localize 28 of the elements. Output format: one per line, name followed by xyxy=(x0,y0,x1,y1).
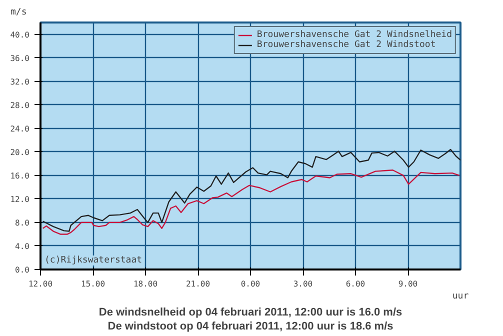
legend-label: Brouwershavensche Gat 2 Windsnelheid xyxy=(256,30,452,40)
y-axis-title: m/s xyxy=(10,8,27,18)
x-tick-label: 15.00 xyxy=(80,280,106,288)
y-tick-label: 28.0 xyxy=(10,100,30,110)
y-tick-label: 8.0 xyxy=(15,218,30,228)
x-tick-label: 12.00 xyxy=(28,280,53,288)
x-tick-label: 3.00 xyxy=(293,280,313,288)
y-tick-label: 36.0 xyxy=(10,54,30,63)
text: De windstoot op 04 februari 2011, 12:00 uur is 18.6 m/s xyxy=(108,320,394,332)
x-tick-label: 21.00 xyxy=(186,280,210,288)
x-axis-title: uur xyxy=(452,292,470,302)
x-tick-label: 9.00 xyxy=(398,280,418,288)
line-series xyxy=(42,148,460,232)
y-tick-label: 4.0 xyxy=(15,242,30,251)
x-tick-label: 0.00 xyxy=(240,280,260,288)
x-tick-label: 18.00 xyxy=(133,280,158,288)
line-series xyxy=(42,170,460,235)
y-tick-label: 32.0 xyxy=(10,77,30,86)
text: De windsnelheid op 04 februari 2011, 12:00 uur is 16.0 m/s xyxy=(98,306,402,318)
legend-label: Brouwershavensche Gat 2 Windstoot xyxy=(256,40,436,50)
y-tick-label: 16.0 xyxy=(10,171,30,180)
x-tick-label: 6.00 xyxy=(346,280,366,288)
y-tick-label: 0.0 xyxy=(15,266,30,274)
annotation: (c)Rijkswaterstaat xyxy=(44,256,142,266)
y-tick-label: 12.0 xyxy=(10,194,30,204)
y-tick-label: 20.0 xyxy=(10,148,30,157)
y-tick-label: 24.0 xyxy=(10,124,30,134)
y-tick-label: 40.0 xyxy=(10,30,30,40)
